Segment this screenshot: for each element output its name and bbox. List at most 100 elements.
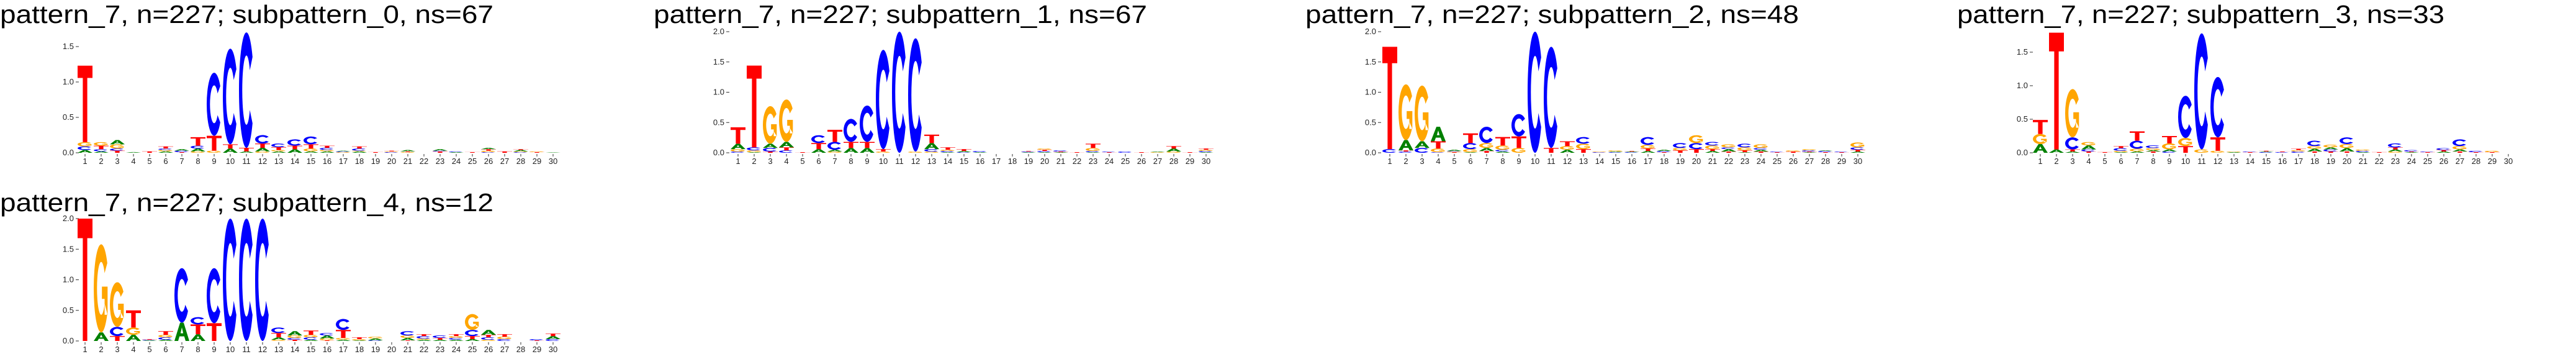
y-tick-label: 1.0 [713, 88, 724, 97]
x-tick-label: 18 [355, 345, 364, 354]
logo-letter-G [1850, 142, 1865, 148]
x-tick-label: 7 [2135, 157, 2139, 166]
logo-letter-A [1447, 150, 1462, 152]
x-tick-label: 13 [1579, 157, 1588, 166]
logo-letter-G [2210, 150, 2225, 153]
logo-letter-A [1431, 127, 1446, 142]
logo-letter-G [110, 144, 124, 149]
x-tick-label: 26 [484, 157, 493, 166]
y-tick-label: 0.5 [63, 306, 74, 315]
x-tick-label: 16 [323, 345, 331, 354]
logo-letter-G [1479, 143, 1493, 148]
logo-letter-C [860, 105, 873, 142]
logo-letter-A [2452, 149, 2467, 152]
logo-letter-T [1398, 150, 1413, 152]
y-tick-label: 1.0 [63, 275, 74, 284]
logo-letter-A [126, 152, 141, 153]
logo-letter-T [304, 144, 318, 149]
logo-letter-C [2436, 148, 2450, 150]
logo-letter-G [2485, 150, 2499, 152]
x-tick-label: 27 [2456, 157, 2464, 166]
logo-letter-G [2146, 148, 2160, 150]
logo-letter-A [191, 334, 205, 341]
logo-letter-A [1021, 152, 1036, 153]
logo-letter-C [1705, 142, 1719, 146]
logo-letter-T [1850, 150, 1865, 152]
logo-letter-A [924, 143, 939, 150]
logo-letter-C [1721, 147, 1735, 150]
x-tick-label: 26 [484, 345, 493, 354]
x-tick-label: 20 [1040, 157, 1049, 166]
logo-letter-T [2243, 152, 2258, 153]
logo-letter-G [1705, 145, 1719, 150]
x-tick-label: 15 [307, 345, 315, 354]
logo-letter-C [2065, 137, 2079, 150]
x-tick-label: 1 [1387, 157, 1392, 166]
x-tick-label: 28 [2472, 157, 2480, 166]
x-tick-label: 28 [1821, 157, 1830, 166]
x-tick-label: 9 [1516, 157, 1521, 166]
logo-letter-A [158, 340, 173, 341]
y-tick-label: 1.0 [2017, 81, 2028, 90]
logo-letter-C [957, 152, 970, 153]
logo-letter-A [1737, 152, 1752, 153]
logo-letter-A [2130, 151, 2145, 153]
logo-letter-T [78, 65, 92, 142]
logo-letter-G [400, 152, 415, 153]
logo-letter-T [1834, 152, 1849, 153]
logo-letter-G [158, 150, 173, 152]
logo-letter-A [304, 340, 318, 341]
panel-title-1: pattern_7, n=227; subpattern_1, ns=67 [654, 0, 1147, 29]
logo-letter-A [223, 148, 238, 153]
x-tick-label: 30 [1853, 157, 1862, 166]
logo-letter-T [271, 147, 286, 150]
x-tick-label: 15 [2262, 157, 2271, 166]
logo-letter-T [546, 334, 561, 337]
logo-letter-T [2291, 148, 2306, 150]
logo-letter-T [142, 151, 157, 153]
x-tick-label: 1 [83, 345, 87, 354]
x-tick-label: 10 [879, 157, 888, 166]
logo-letter-C [1608, 152, 1622, 153]
x-tick-label: 4 [131, 157, 135, 166]
x-tick-label: 17 [339, 157, 348, 166]
logo-letter-A [827, 150, 842, 152]
x-tick-label: 8 [196, 157, 200, 166]
logo-letter-G [2033, 134, 2047, 144]
logo-letter-C [1802, 150, 1816, 152]
logo-letter-A [271, 151, 286, 153]
logo-letter-A [336, 150, 351, 152]
logo-letter-C [287, 139, 301, 146]
logo-letter-T [433, 338, 448, 340]
logo-letter-C [287, 338, 301, 340]
logo-letter-G [1398, 84, 1413, 140]
logo-letter-T [497, 151, 512, 153]
logo-letter-T [1544, 148, 1559, 153]
logo-letter-T [78, 219, 92, 341]
logo-letter-A [1166, 148, 1181, 152]
logo-letter-T [1673, 150, 1688, 153]
x-tick-label: 22 [2375, 157, 2384, 166]
logo-letter-A [320, 151, 335, 153]
logo-letter-T [1479, 151, 1494, 153]
logo-letter-C [1495, 150, 1509, 152]
x-tick-label: 12 [258, 157, 267, 166]
logo-letter-T [1689, 149, 1704, 153]
x-tick-label: 17 [339, 345, 348, 354]
y-tick-label: 1.5 [713, 57, 724, 66]
x-tick-label: 30 [2504, 157, 2513, 166]
x-tick-label: 9 [212, 345, 216, 354]
logo-letter-G [763, 106, 777, 144]
logo-letter-T [287, 145, 302, 150]
logo-letter-G [368, 337, 382, 339]
logo-letter-C [191, 317, 204, 325]
logo-letter-G [1463, 149, 1477, 153]
logo-letter-A [1086, 152, 1101, 153]
logo-letter-T [1511, 136, 1526, 148]
logo-letter-A [2033, 143, 2048, 153]
logo-letter-G [94, 142, 108, 146]
logo-letter-G [1641, 145, 1655, 149]
logo-letter-G [336, 152, 350, 153]
x-tick-label: 2 [1403, 157, 1408, 166]
x-tick-label: 27 [500, 157, 509, 166]
